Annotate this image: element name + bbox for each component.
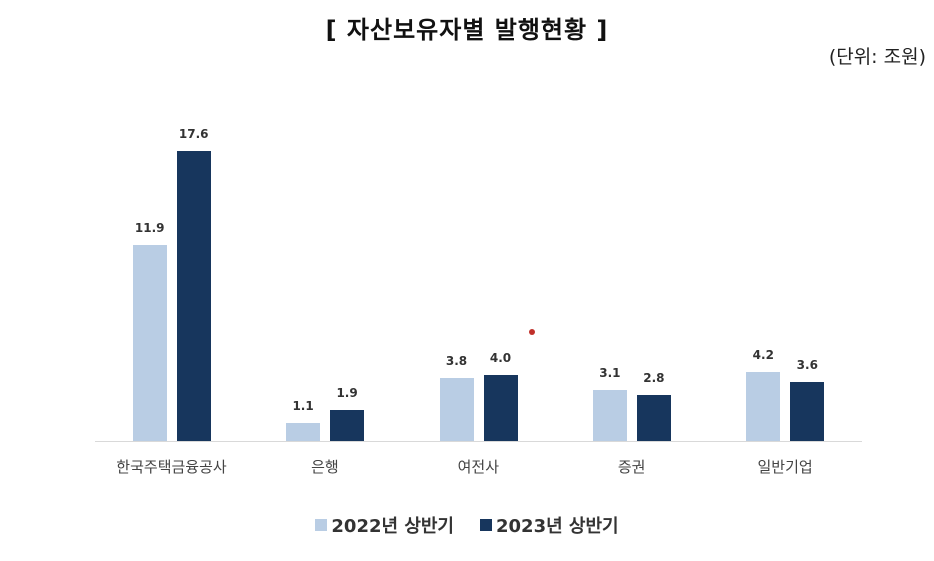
value-label: 3.8: [445, 354, 468, 368]
value-label: 1.9: [336, 386, 358, 400]
red-marker-dot: [529, 329, 535, 335]
value-label: 17.6: [178, 127, 209, 141]
category-label: 은행: [311, 458, 339, 476]
legend-swatch-2022-icon: [315, 519, 328, 531]
category-label: 한국주택금융공사: [116, 458, 227, 476]
value-label: 3.1: [599, 366, 621, 380]
bar-2022-4: [746, 372, 781, 441]
value-label: 2.8: [643, 371, 665, 385]
chart-title: [ 자산보유자별 발행현황 ]: [325, 16, 609, 44]
bar-2023-0: [176, 151, 211, 441]
bar-2022-3: [592, 390, 627, 441]
legend: 2022년 상반기 2023년 상반기: [0, 512, 934, 538]
value-label: 4.0: [489, 351, 512, 365]
category-label: 여전사: [457, 458, 499, 476]
legend-label-2023: 2023년 상반기: [496, 516, 619, 537]
unit-label: (단위: 조원): [828, 46, 926, 68]
legend-item-2022: 2022년 상반기: [315, 512, 454, 538]
category-label: 일반기업: [757, 458, 813, 476]
value-label: 11.9: [134, 221, 165, 235]
bar-2022-0: [132, 245, 167, 441]
bar-2023-2: [483, 375, 518, 441]
bar-2023-4: [790, 382, 825, 441]
value-label: 4.2: [752, 348, 774, 362]
bar-2022-2: [439, 378, 474, 441]
legend-item-2023: 2023년 상반기: [480, 512, 619, 538]
value-label: 3.6: [796, 358, 818, 372]
bar-2023-3: [636, 395, 671, 441]
legend-label-2022: 2022년 상반기: [331, 516, 454, 537]
bar-2023-1: [330, 410, 365, 441]
x-axis-line: [95, 441, 862, 442]
value-label: 1.1: [292, 399, 314, 413]
category-label: 증권: [617, 458, 646, 476]
legend-swatch-2023-icon: [480, 519, 492, 531]
bar-2022-1: [286, 423, 321, 441]
